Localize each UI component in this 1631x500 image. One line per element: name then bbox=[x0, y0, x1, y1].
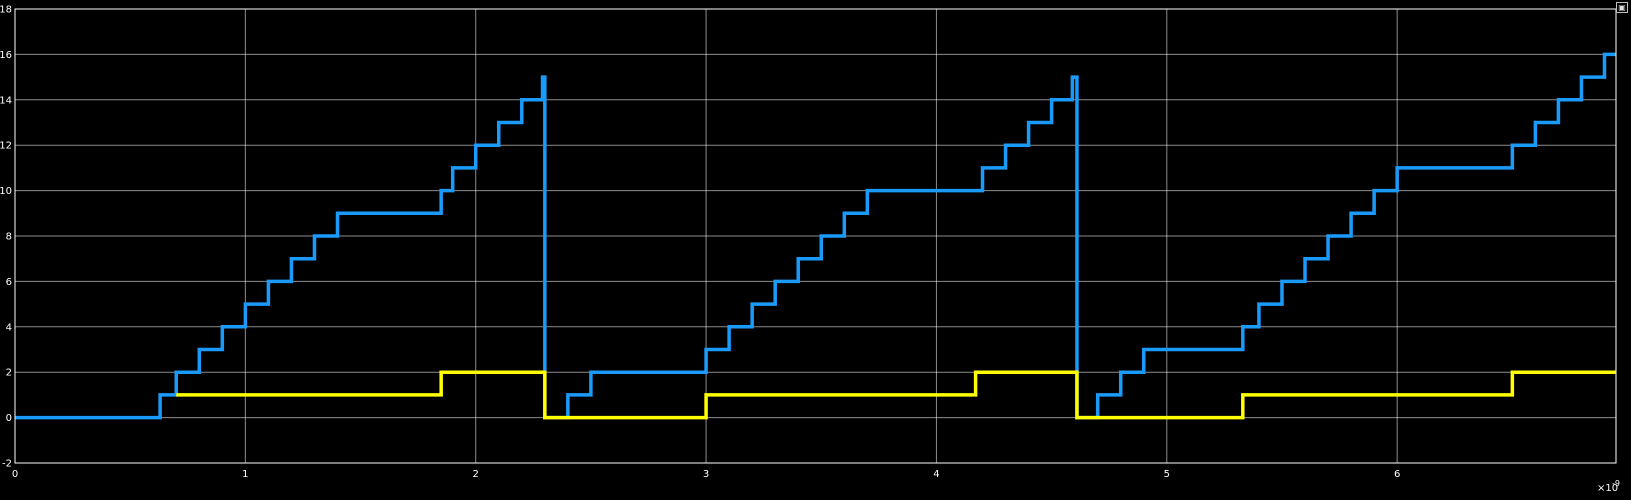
x-tick-label: 0 bbox=[12, 469, 18, 480]
x-tick-label: 6 bbox=[1394, 469, 1400, 480]
x-tick-label: 3 bbox=[703, 469, 709, 480]
y-tick-label: 16 bbox=[0, 50, 12, 61]
y-tick-label: 14 bbox=[0, 95, 12, 106]
y-tick-labels: -2 0 2 4 6 8 10 12 14 16 18 bbox=[0, 5, 12, 470]
series-line-1 bbox=[15, 52, 1616, 420]
y-tick-label: 2 bbox=[6, 368, 12, 379]
series-line-2 bbox=[176, 370, 1616, 420]
x-exponent-label: ×10 -9 bbox=[1597, 479, 1620, 494]
y-tick-label: 10 bbox=[0, 186, 12, 197]
y-tick-label: 12 bbox=[0, 141, 12, 152]
x-tick-label: 1 bbox=[242, 469, 248, 480]
y-tick-label: 8 bbox=[6, 232, 12, 243]
x-tick-label: 2 bbox=[473, 469, 479, 480]
y-tick-label: 4 bbox=[6, 322, 12, 333]
y-tick-label: 18 bbox=[0, 5, 12, 16]
x-tick-label: 4 bbox=[933, 469, 939, 480]
x-tick-labels: 0 1 2 3 4 5 6 bbox=[12, 469, 1401, 480]
y-tick-label: -2 bbox=[2, 459, 12, 470]
data-series bbox=[15, 52, 1616, 420]
axes-box bbox=[14, 8, 1617, 464]
x-exponent-power: -9 bbox=[1612, 479, 1620, 488]
axes-toolbar-button[interactable]: ▣ bbox=[1616, 2, 1628, 13]
y-tick-label: 6 bbox=[6, 277, 12, 288]
y-tick-label: 0 bbox=[6, 413, 12, 424]
x-tick-label: 5 bbox=[1164, 469, 1170, 480]
x-exponent-base: ×10 bbox=[1597, 483, 1618, 494]
